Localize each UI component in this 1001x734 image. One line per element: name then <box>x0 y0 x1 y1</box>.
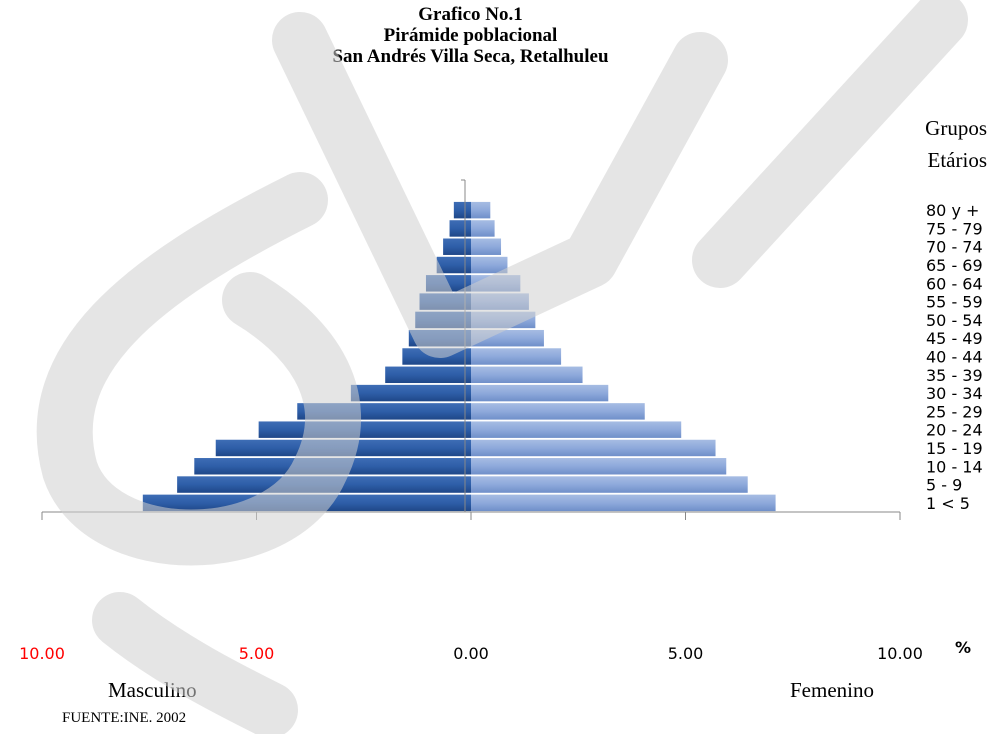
female-bar-15-19 <box>471 440 716 456</box>
age-group-label-13: 65 - 69 <box>926 256 983 275</box>
age-group-label-3: 15 - 19 <box>926 439 983 458</box>
female-bar-75-79 <box>471 220 495 236</box>
female-bar-55-59 <box>471 293 529 309</box>
age-group-label-1: 5 - 9 <box>926 476 962 495</box>
male-bar-70-74 <box>443 239 471 255</box>
male-bar-60-64 <box>426 275 471 291</box>
x-tick-label-4: 10.00 <box>877 644 923 663</box>
male-bar-1-5 <box>143 495 471 511</box>
female-bar-45-49 <box>471 330 544 346</box>
male-bars <box>143 202 471 511</box>
age-group-label-4: 20 - 24 <box>926 421 983 440</box>
age-group-label-12: 60 - 64 <box>926 274 983 293</box>
male-bar-80-y <box>454 202 471 218</box>
female-bar-25-29 <box>471 403 645 419</box>
age-group-label-8: 40 - 44 <box>926 348 983 367</box>
male-bar-65-69 <box>437 257 471 273</box>
male-bar-45-49 <box>409 330 471 346</box>
male-bar-30-34 <box>351 385 471 401</box>
female-bar-35-39 <box>471 367 583 383</box>
x-tick-label-0: 10.00 <box>19 644 65 663</box>
male-bar-50-54 <box>415 312 471 328</box>
female-label: Femenino <box>790 678 874 703</box>
male-bar-55-59 <box>420 293 471 309</box>
female-bar-10-14 <box>471 458 726 474</box>
female-bar-60-64 <box>471 275 520 291</box>
female-bar-65-69 <box>471 257 507 273</box>
x-tick-label-1: 5.00 <box>239 644 275 663</box>
female-bar-1-5 <box>471 495 776 511</box>
male-label: Masculino <box>108 678 197 703</box>
female-bar-50-54 <box>471 312 535 328</box>
age-group-label-11: 55 - 59 <box>926 293 983 312</box>
x-tick-label-2: 0.00 <box>453 644 489 663</box>
female-bar-30-34 <box>471 385 608 401</box>
male-bar-15-19 <box>216 440 471 456</box>
x-tick-label-3: 5.00 <box>668 644 704 663</box>
female-bar-70-74 <box>471 239 501 255</box>
source-note: FUENTE:INE. 2002 <box>62 710 186 727</box>
male-bar-35-39 <box>385 367 471 383</box>
female-bar-40-44 <box>471 348 561 364</box>
age-group-label-2: 10 - 14 <box>926 457 983 476</box>
male-bar-75-79 <box>450 220 471 236</box>
male-bar-5-9 <box>177 476 471 492</box>
female-bar-5-9 <box>471 476 748 492</box>
age-group-label-5: 25 - 29 <box>926 402 983 421</box>
male-bar-40-44 <box>402 348 471 364</box>
x-tick-labels: 10.00 5.00 0.00 5.00 10.00 <box>19 644 923 663</box>
female-bars <box>471 202 776 511</box>
female-bar-80-y <box>471 202 490 218</box>
female-bar-20-24 <box>471 421 681 437</box>
percent-unit-label: % <box>955 638 971 657</box>
male-bar-20-24 <box>259 421 471 437</box>
age-group-label-6: 30 - 34 <box>926 384 983 403</box>
age-group-label-14: 70 - 74 <box>926 238 983 257</box>
age-group-label-10: 50 - 54 <box>926 311 983 330</box>
age-group-label-16: 80 y + <box>926 201 979 220</box>
age-group-label-9: 45 - 49 <box>926 329 983 348</box>
age-group-label-15: 75 - 79 <box>926 219 983 238</box>
age-group-label-0: 1 < 5 <box>926 494 970 513</box>
age-group-label-7: 35 - 39 <box>926 366 983 385</box>
male-bar-25-29 <box>297 403 471 419</box>
male-bar-10-14 <box>194 458 471 474</box>
